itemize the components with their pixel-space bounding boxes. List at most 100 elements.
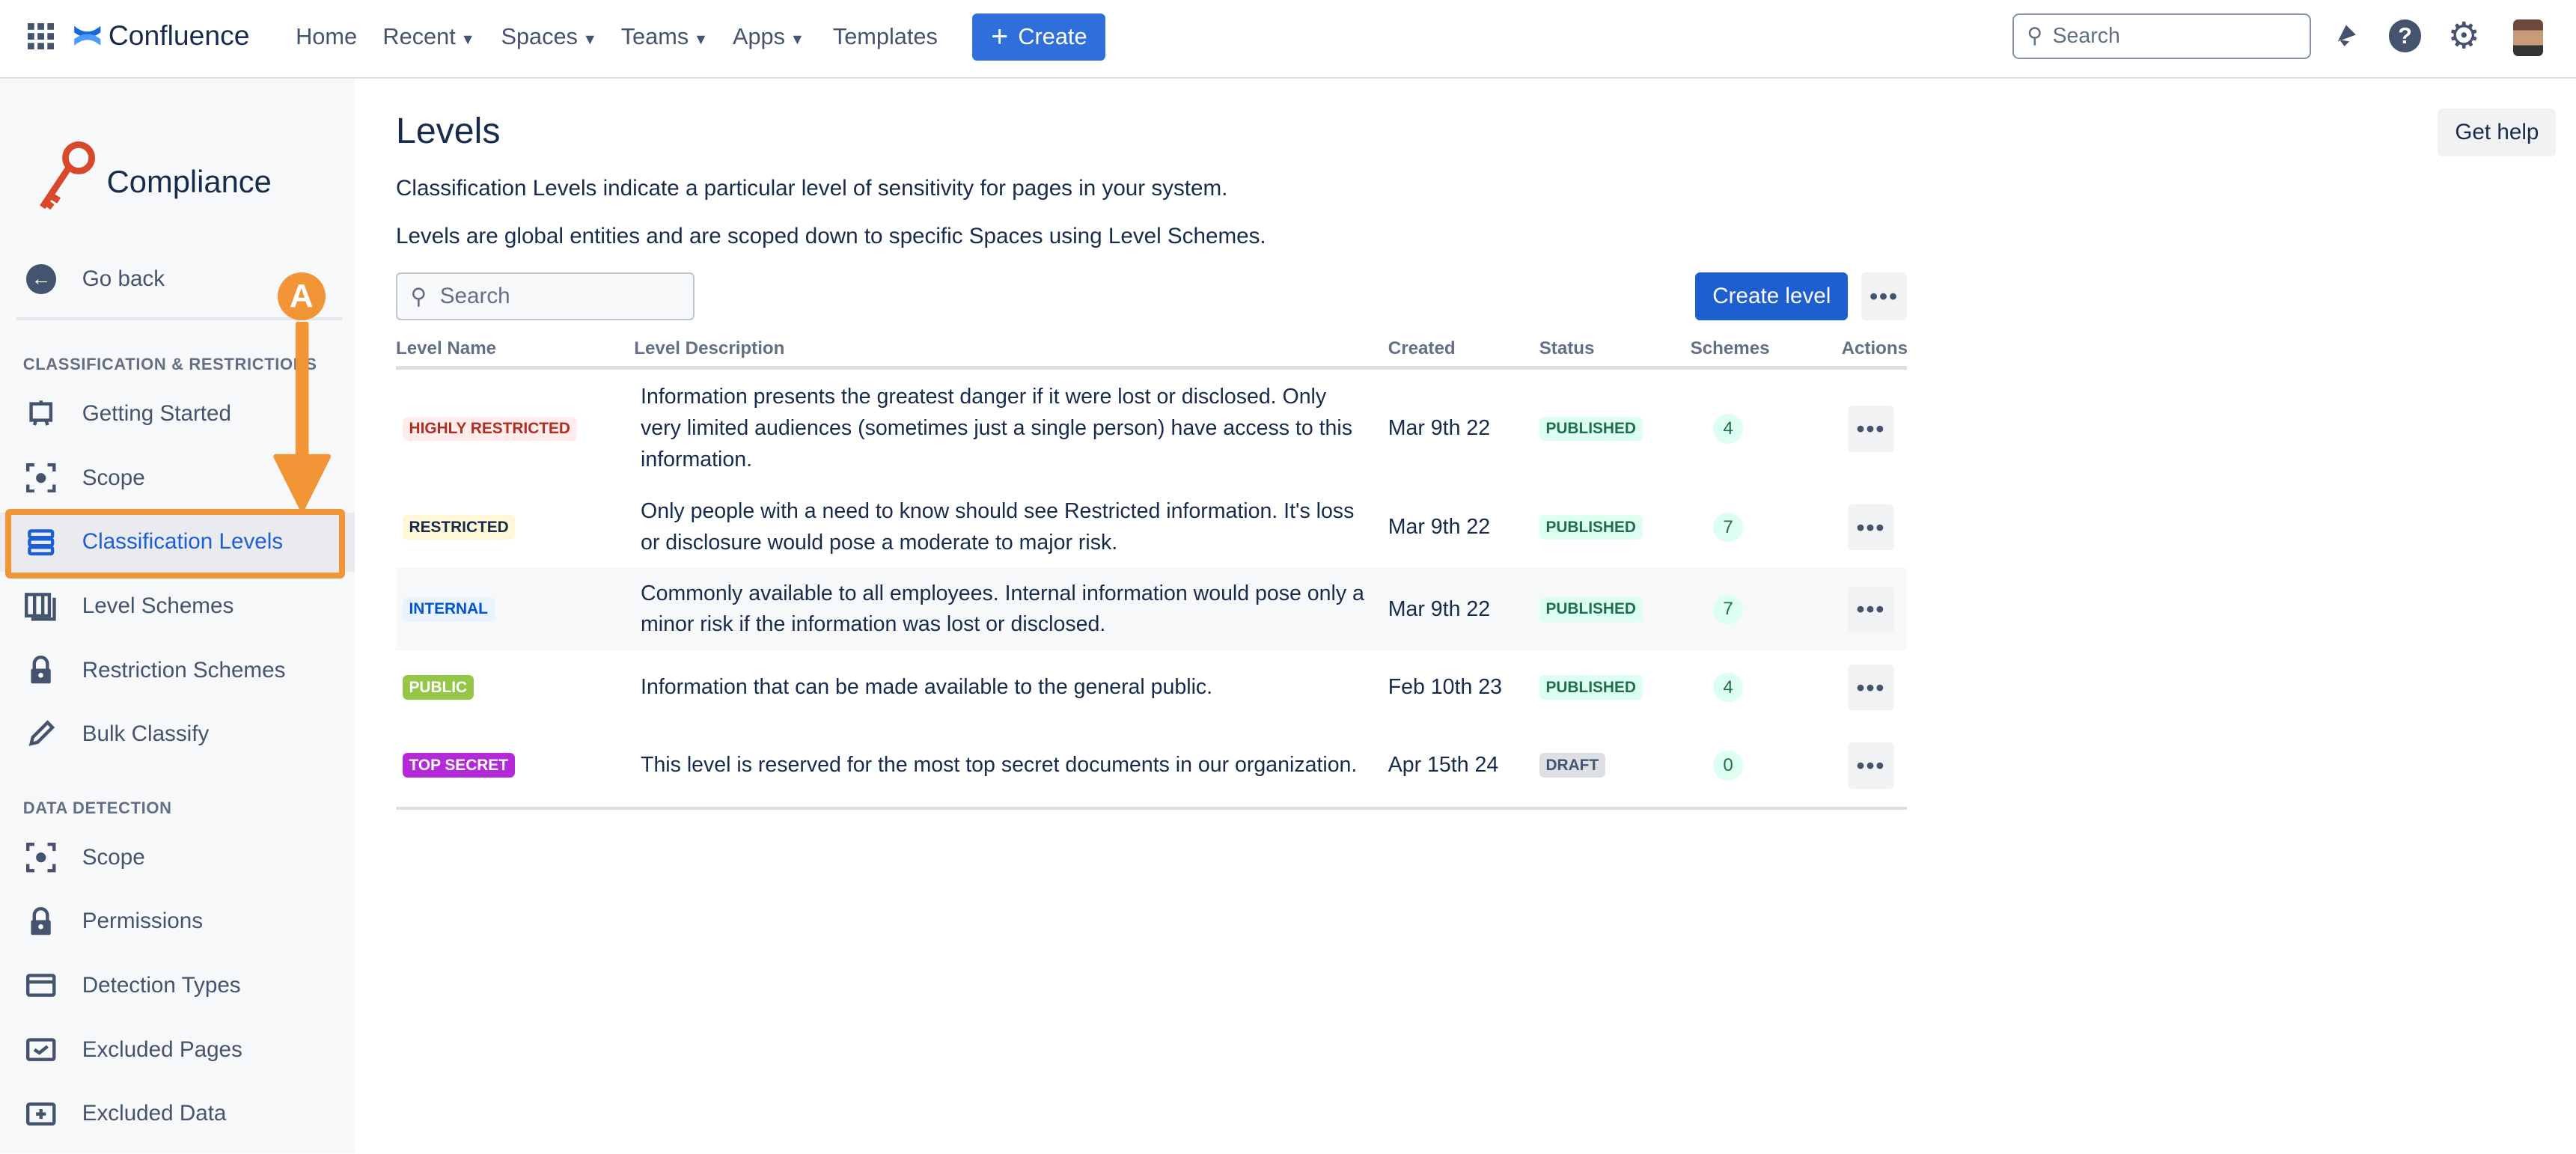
level-badge[interactable]: INTERNAL <box>402 596 495 622</box>
card-icon <box>25 972 58 998</box>
column-header-schemes[interactable]: Schemes <box>1690 338 1770 359</box>
sidebar-item-scope[interactable]: Scope <box>0 448 355 507</box>
excluded-data-icon <box>25 1101 58 1127</box>
schemes-count[interactable]: 4 <box>1713 414 1743 444</box>
created-date: Feb 10th 23 <box>1388 675 1502 700</box>
level-description: Commonly available to all employees. Int… <box>641 581 1364 637</box>
status-badge: PUBLISHED <box>1539 596 1643 622</box>
chevron-down-icon: ▼ <box>582 31 598 48</box>
sidebar-item-label: Bulk Classify <box>82 721 210 747</box>
top-navigation: Confluence Home Recent ▼ Spaces ▼ Teams ▼ A… <box>0 0 2576 79</box>
column-header-description[interactable]: Level Description <box>634 338 785 359</box>
sidebar-item-restriction-schemes[interactable]: Restriction Schemes <box>0 641 355 700</box>
nav-teams[interactable]: Teams ▼ <box>621 23 709 50</box>
row-actions-button[interactable]: ••• <box>1848 664 1894 711</box>
scope-icon <box>25 843 58 873</box>
nav-label: Spaces <box>501 22 578 49</box>
status-badge: PUBLISHED <box>1539 515 1643 540</box>
lock-icon <box>25 655 58 686</box>
status-badge: PUBLISHED <box>1539 675 1643 700</box>
sidebar: Compliance ← Go back CLASSIFICATION & RE… <box>0 79 355 1153</box>
search-placeholder: Search <box>439 284 510 309</box>
easel-icon <box>25 399 58 429</box>
sidebar-item-classification-levels[interactable]: Classification Levels <box>0 512 355 572</box>
sidebar-item-label: Permissions <box>82 909 204 934</box>
apps-grid-icon[interactable] <box>28 22 55 56</box>
table-row: RESTRICTED Only people with a need to kno… <box>396 486 1907 569</box>
help-icon[interactable]: ? <box>2388 19 2422 53</box>
row-actions-button[interactable]: ••• <box>1848 586 1894 633</box>
row-actions-button[interactable]: ••• <box>1848 406 1894 452</box>
brand-name: Confluence <box>108 19 250 52</box>
lock-icon <box>25 906 58 937</box>
column-header-created[interactable]: Created <box>1388 338 1456 359</box>
status-badge: PUBLISHED <box>1539 416 1643 442</box>
table-row: TOP SECRET This level is reserved for the… <box>396 724 1907 807</box>
nav-recent[interactable]: Recent ▼ <box>382 23 474 50</box>
row-actions-button[interactable]: ••• <box>1848 504 1894 551</box>
divider <box>16 317 342 320</box>
level-description: Only people with a need to know should s… <box>641 498 1355 555</box>
global-search-input[interactable]: ⚲ Search <box>2012 13 2312 59</box>
sidebar-item-bulk-classify[interactable]: Bulk Classify <box>0 705 355 764</box>
table-row: PUBLIC Information that can be made avail… <box>396 650 1907 724</box>
confluence-icon <box>73 25 100 46</box>
nav-apps[interactable]: Apps ▼ <box>733 23 805 50</box>
sidebar-item-permissions[interactable]: Permissions <box>0 892 355 951</box>
go-back-button[interactable]: ← Go back <box>0 250 355 309</box>
column-header-status[interactable]: Status <box>1539 338 1595 359</box>
level-badge[interactable]: PUBLIC <box>402 675 474 700</box>
sidebar-item-label: Level Schemes <box>82 593 234 618</box>
plus-icon: + <box>991 19 1009 53</box>
created-date: Mar 9th 22 <box>1388 596 1491 621</box>
search-icon: ⚲ <box>2027 24 2043 49</box>
create-level-button[interactable]: Create level <box>1695 272 1849 320</box>
schemes-count[interactable]: 7 <box>1713 594 1743 625</box>
compliance-key-icon <box>36 141 98 221</box>
sidebar-item-label: Excluded Data <box>82 1101 227 1126</box>
chevron-down-icon: ▼ <box>790 31 805 48</box>
levels-search-input[interactable]: ⚲ Search <box>395 272 695 320</box>
level-description: Information presents the greatest danger… <box>641 385 1352 471</box>
search-icon: ⚲ <box>410 284 427 310</box>
created-date: Apr 15th 24 <box>1388 753 1499 778</box>
nav-templates[interactable]: Templates <box>832 22 938 49</box>
section-header-data-detection: DATA DETECTION <box>22 798 172 817</box>
sidebar-item-label: Excluded Pages <box>82 1037 242 1062</box>
table-footer-divider <box>395 806 1908 810</box>
settings-icon[interactable]: ⚙ <box>2447 15 2480 56</box>
avatar[interactable] <box>2513 19 2543 56</box>
get-help-button[interactable]: Get help <box>2438 108 2557 156</box>
schemes-count[interactable]: 4 <box>1713 672 1743 703</box>
nav-spaces[interactable]: Spaces ▼ <box>501 23 597 50</box>
sidebar-item-scope[interactable]: Scope <box>0 828 355 887</box>
section-header-classification: CLASSIFICATION & RESTRICTIONS <box>22 355 317 374</box>
chevron-down-icon: ▼ <box>693 31 709 48</box>
sidebar-item-label: Scope <box>82 465 145 490</box>
sidebar-item-excluded-data[interactable]: Excluded Data <box>0 1084 355 1144</box>
page-title: Levels <box>395 111 501 152</box>
schemes-count[interactable]: 0 <box>1713 751 1743 781</box>
annotation-highlight-box <box>4 509 345 578</box>
schemes-count[interactable]: 7 <box>1713 512 1743 543</box>
level-badge[interactable]: TOP SECRET <box>402 753 515 778</box>
sidebar-item-level-schemes[interactable]: Level Schemes <box>0 576 355 635</box>
go-back-label: Go back <box>82 266 165 292</box>
sidebar-item-detection-types[interactable]: Detection Types <box>0 956 355 1015</box>
level-badge[interactable]: HIGHLY RESTRICTED <box>402 416 577 442</box>
more-options-button[interactable]: ••• <box>1861 272 1908 320</box>
intro-text: Classification Levels indicate a particu… <box>395 175 1228 201</box>
row-actions-button[interactable]: ••• <box>1848 742 1894 789</box>
confluence-logo[interactable]: Confluence <box>73 19 250 52</box>
column-header-level-name[interactable]: Level Name <box>395 338 497 359</box>
schemes-icon <box>24 591 58 621</box>
level-badge[interactable]: RESTRICTED <box>402 515 516 540</box>
nav-label: Teams <box>620 22 689 49</box>
sidebar-item-excluded-pages[interactable]: Excluded Pages <box>0 1020 355 1079</box>
created-date: Mar 9th 22 <box>1388 515 1491 540</box>
nav-home[interactable]: Home <box>296 22 358 49</box>
notifications-icon[interactable] <box>2331 22 2361 58</box>
intro-text: Levels are global entities and are scope… <box>395 223 1266 248</box>
sidebar-item-getting-started[interactable]: Getting Started <box>0 385 355 444</box>
create-button[interactable]: + Create <box>972 13 1106 61</box>
